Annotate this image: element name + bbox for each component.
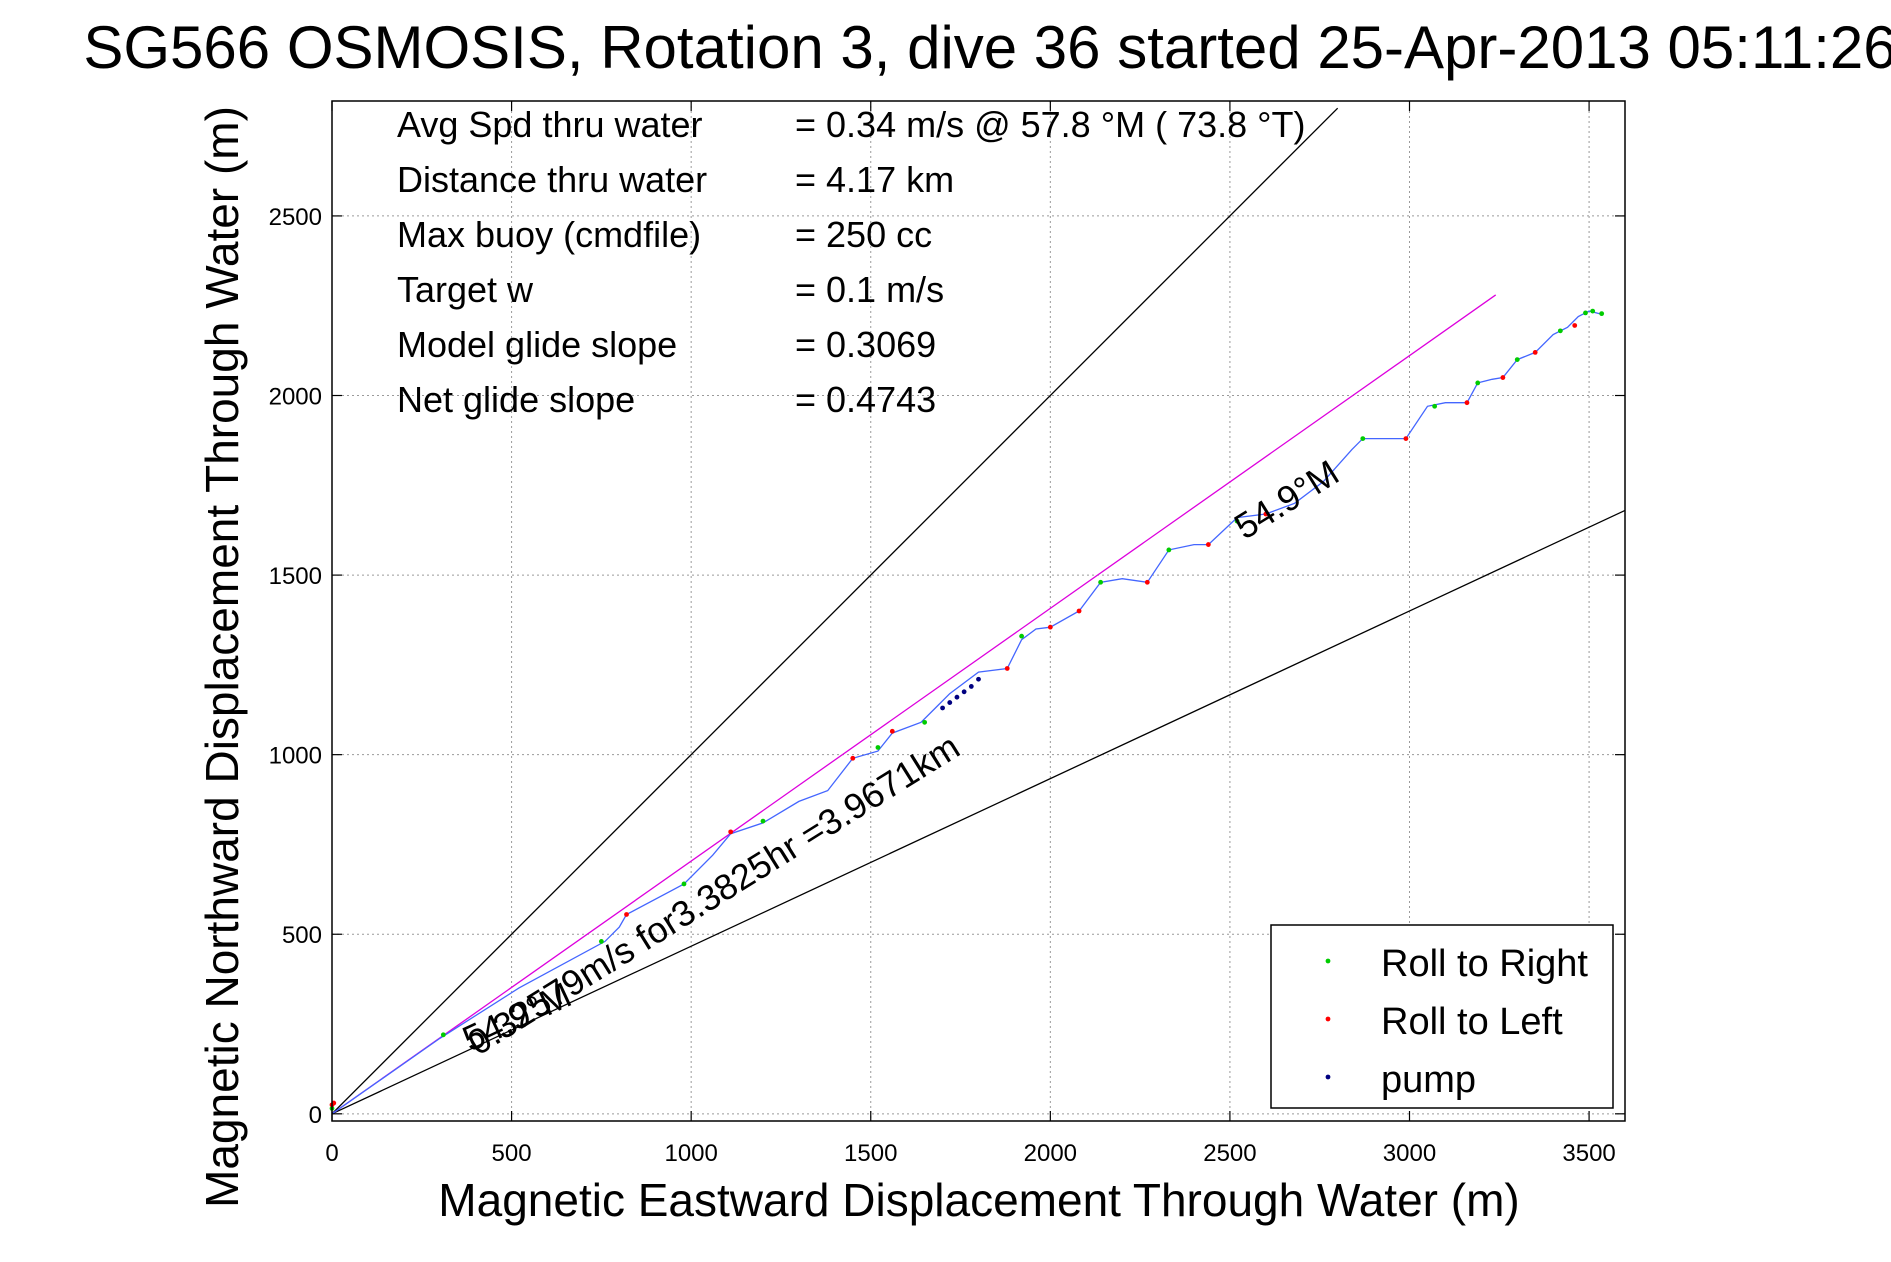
marker-roll-right <box>875 745 881 750</box>
markers <box>329 308 1605 1111</box>
x-tick-label: 2500 <box>1203 1140 1256 1167</box>
y-tick-label: 1000 <box>269 743 322 770</box>
marker-roll-right <box>760 818 766 824</box>
marker-roll-right <box>922 719 928 725</box>
stat-value: = 0.4743 <box>795 379 936 420</box>
marker-roll-left <box>1047 624 1053 630</box>
marker-roll-left <box>1263 511 1269 517</box>
legend-label: Roll to Right <box>1381 943 1588 985</box>
marker-roll-right <box>1583 310 1588 316</box>
marker-pump <box>947 700 953 705</box>
y-tick-label: 500 <box>282 922 322 949</box>
marker-roll-right <box>1166 547 1172 553</box>
stat-value: = 0.34 m/s @ 57.8 °M ( 73.8 °T) <box>795 104 1306 145</box>
plot-frame <box>331 100 1626 1122</box>
stats-block: Avg Spd thru water = 0.34 m/s @ 57.8 °M (… <box>397 104 1306 420</box>
marker-roll-left <box>1464 400 1470 406</box>
y-tick-label: 2500 <box>269 204 322 231</box>
marker-roll-right <box>1590 308 1596 314</box>
dive-track <box>331 310 1604 1115</box>
x-tick-label: 2000 <box>1024 1140 1077 1167</box>
legend-swatch <box>1325 1016 1331 1022</box>
chart-title: SG566 OSMOSIS, Rotation 3, dive 36 start… <box>83 14 1891 81</box>
x-tick-label: 1000 <box>664 1140 717 1167</box>
axis-ticks: 0 500 1000 1500 2000 2500 3000 3500 0 500 1000 1500… <box>269 101 1625 1167</box>
reference-line-model <box>332 294 1497 1115</box>
legend: Roll to Right Roll to Left pump <box>1270 924 1614 1109</box>
stat-label: Max buoy (cmdfile) <box>397 214 701 255</box>
marker-roll-right <box>1475 380 1481 386</box>
marker-roll-right <box>681 881 687 887</box>
marker-roll-left <box>1076 608 1082 614</box>
marker-roll-right <box>1514 357 1520 362</box>
x-tick-label: 3000 <box>1383 1140 1436 1167</box>
y-tick-label: 0 <box>309 1102 322 1129</box>
marker-roll-left <box>1500 375 1506 380</box>
stat-label: Avg Spd thru water <box>397 104 703 145</box>
marker-roll-right <box>1360 436 1366 442</box>
reference-line-lower <box>332 509 1625 1115</box>
marker-roll-right <box>598 939 604 944</box>
stat-value: = 4.17 km <box>795 159 954 200</box>
reference-line-upper <box>332 107 1339 1115</box>
x-tick-label: 500 <box>492 1140 532 1167</box>
marker-roll-left <box>850 755 856 761</box>
y-tick-label: 2000 <box>269 384 322 411</box>
marker-roll-left <box>1205 542 1211 547</box>
x-tick-label: 3500 <box>1562 1140 1615 1167</box>
marker-roll-right <box>1432 403 1438 409</box>
reference-lines <box>332 107 1625 1115</box>
x-axis-label: Magnetic Eastward Displacement Through W… <box>438 1174 1519 1226</box>
marker-pump <box>961 689 967 695</box>
marker-roll-left <box>1144 579 1150 585</box>
marker-pump <box>976 676 981 682</box>
marker-pump <box>940 705 945 711</box>
marker-roll-right <box>1019 633 1024 639</box>
marker-roll-left <box>624 912 629 917</box>
stat-value: = 0.1 m/s <box>795 269 944 310</box>
stat-label: Model glide slope <box>397 324 677 365</box>
marker-roll-right <box>1234 518 1240 524</box>
marker-roll-left <box>1004 666 1010 671</box>
legend-swatch <box>1325 1074 1331 1080</box>
grid <box>331 101 1625 1121</box>
marker-roll-left <box>1403 436 1409 442</box>
stat-label: Target w <box>397 269 534 310</box>
x-tick-label: 1500 <box>844 1140 897 1167</box>
y-axis-label: Magnetic Northward Displacement Through … <box>196 106 248 1208</box>
marker-roll-right <box>1599 311 1605 317</box>
marker-roll-right <box>1557 328 1563 334</box>
y-tick-label: 1500 <box>269 563 322 590</box>
marker-pump <box>968 684 974 689</box>
legend-label: pump <box>1381 1059 1476 1101</box>
marker-roll-left <box>728 829 734 835</box>
track-line <box>331 310 1604 1115</box>
x-tick-label: 0 <box>325 1140 338 1167</box>
marker-roll-left <box>889 728 895 734</box>
stat-label: Distance thru water <box>397 159 707 200</box>
legend-swatch <box>1325 958 1331 964</box>
marker-roll-right <box>440 1032 446 1038</box>
legend-label: Roll to Left <box>1381 1001 1563 1043</box>
marker-roll-left <box>1572 323 1578 328</box>
stat-label: Net glide slope <box>397 379 635 420</box>
marker-pump <box>954 694 960 700</box>
marker-roll-right <box>1098 579 1104 585</box>
stat-value: = 0.3069 <box>795 324 936 365</box>
stat-value: = 250 cc <box>795 214 932 255</box>
marker-roll-left <box>1532 350 1538 355</box>
